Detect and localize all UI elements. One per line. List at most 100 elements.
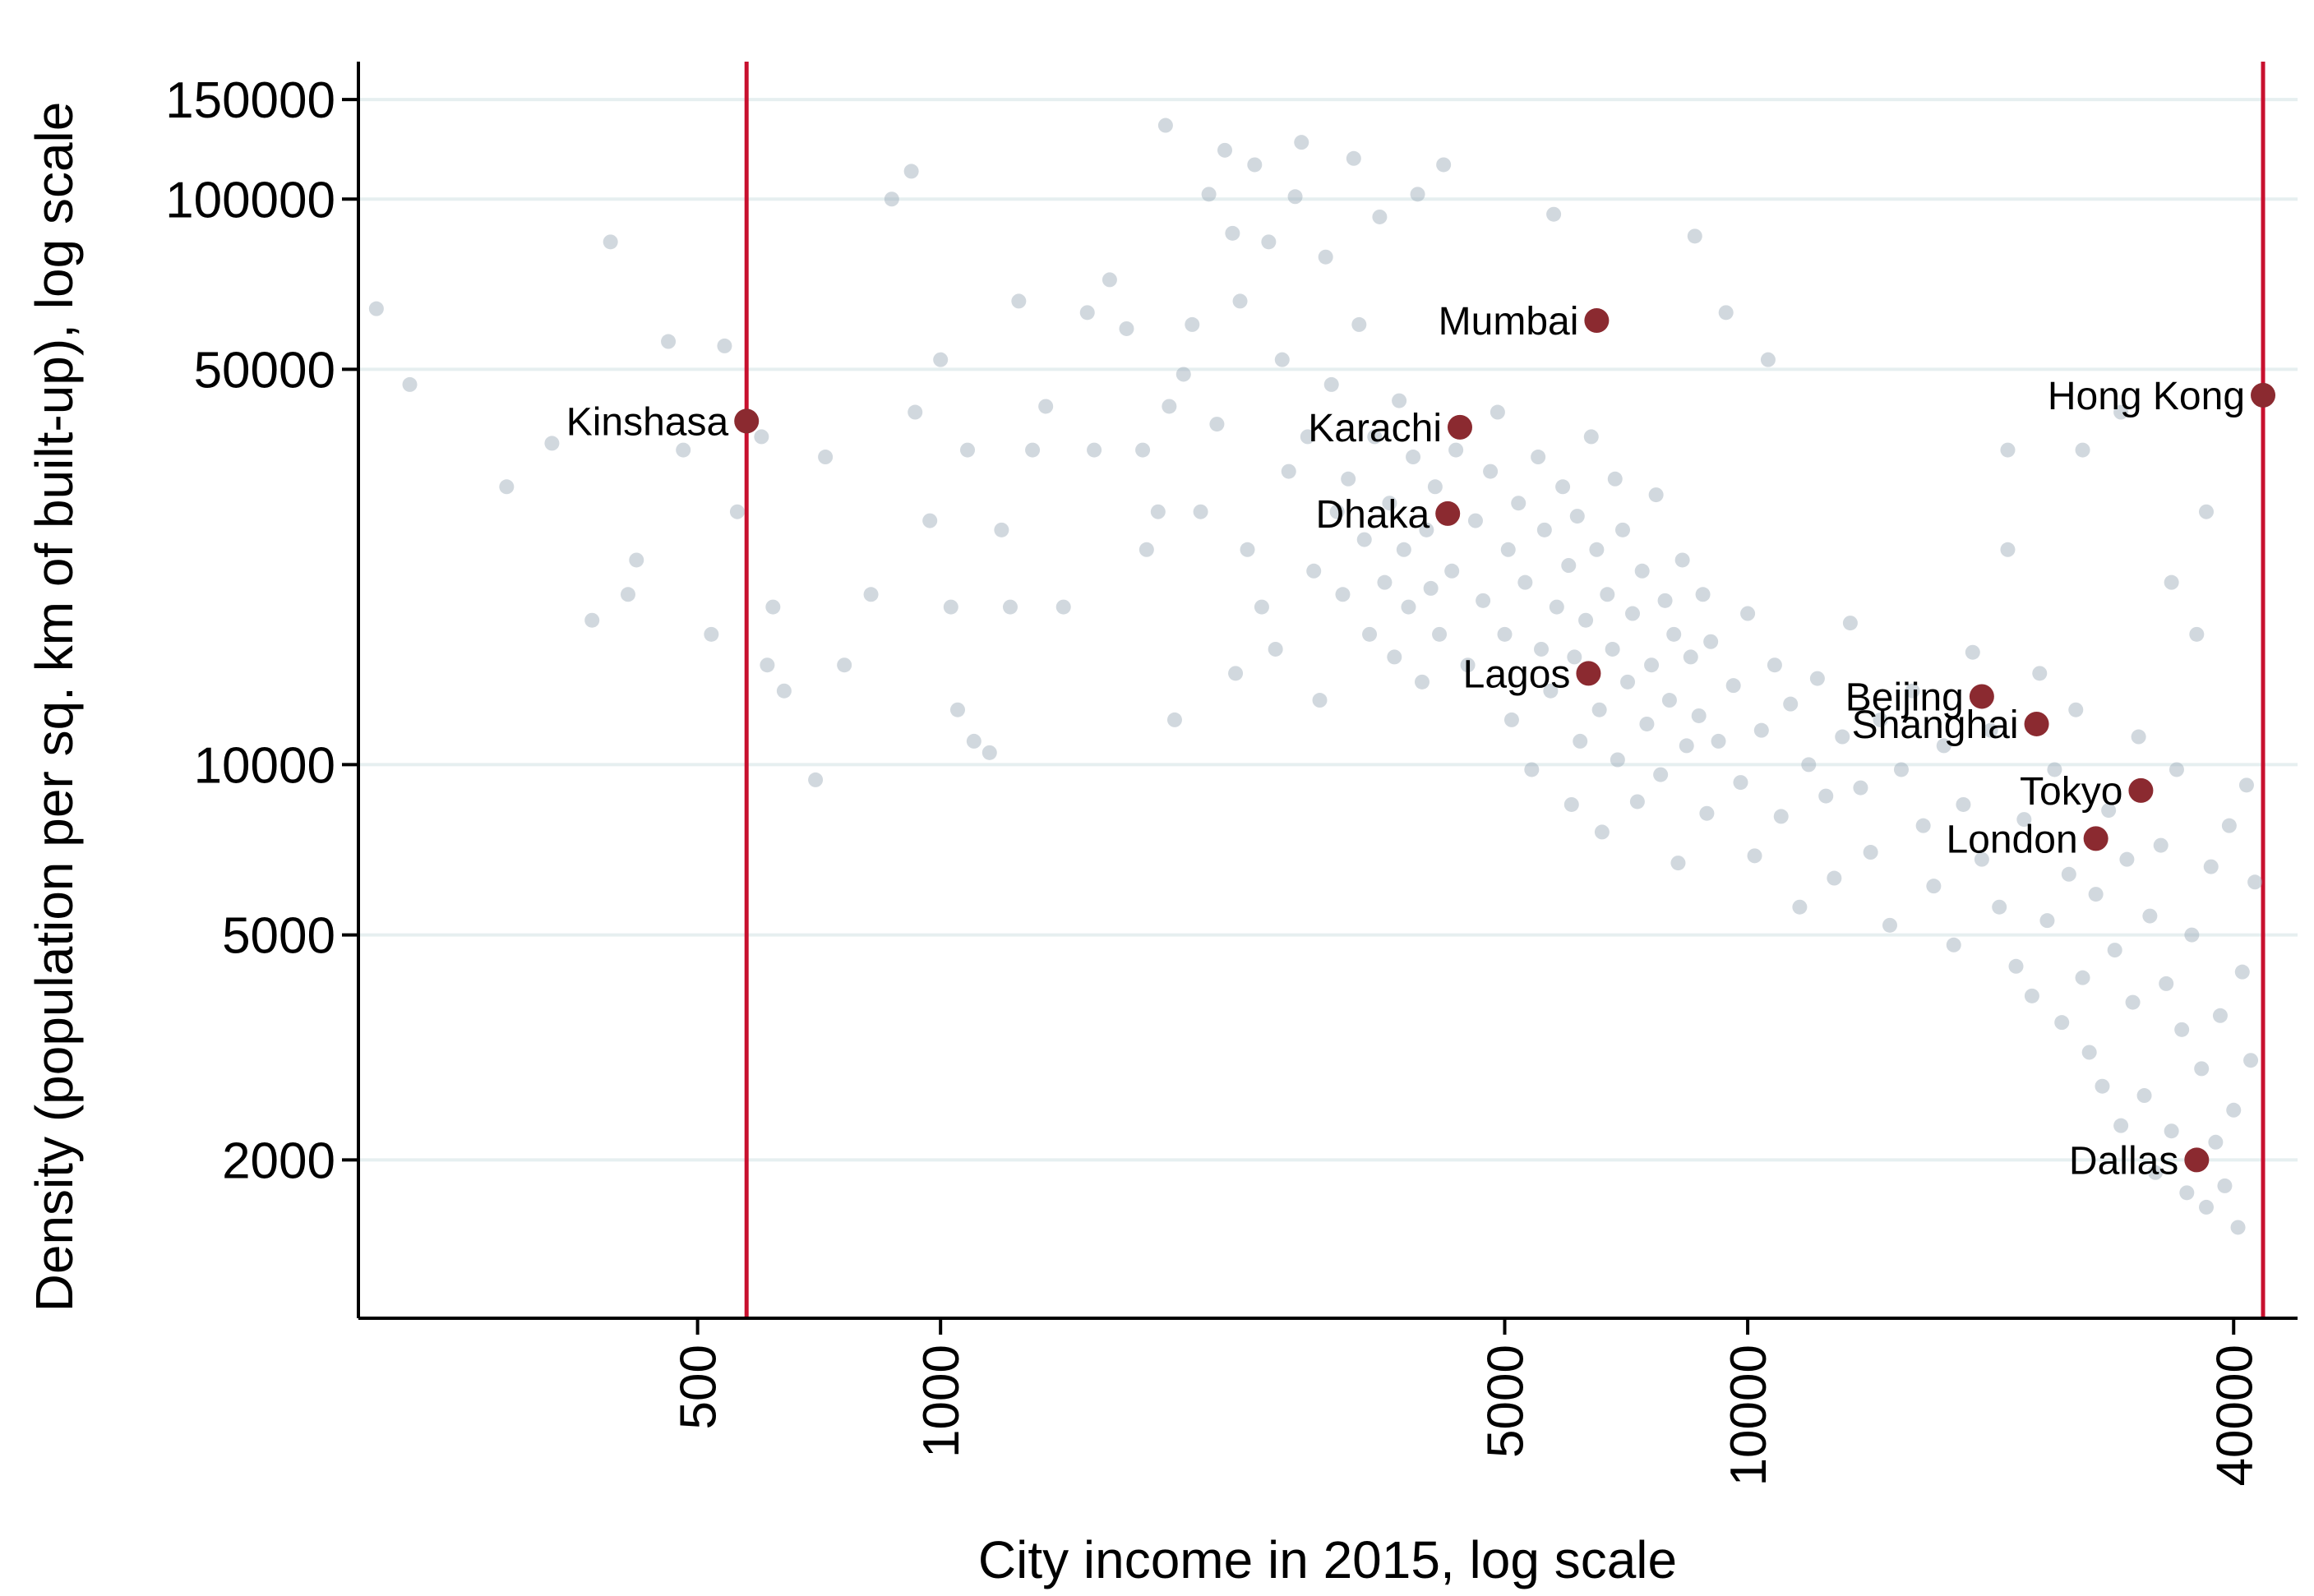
data-point	[1517, 574, 1533, 590]
y-axis-ticks: 2000 5000 10000 50000 100000 150000	[165, 72, 358, 1189]
city-label-dhaka: Dhaka	[1315, 493, 1430, 537]
data-point	[1573, 733, 1588, 749]
data-point	[760, 657, 775, 673]
data-point	[1419, 522, 1434, 537]
data-point	[1711, 733, 1726, 749]
data-point	[1139, 542, 1154, 557]
data-point	[1607, 471, 1623, 487]
data-point	[1079, 305, 1095, 321]
data-point	[1629, 794, 1645, 810]
x-axis-ticks: 500 1000 5000 10000 40000	[671, 1318, 2263, 1486]
data-point	[1427, 479, 1443, 495]
data-point	[2113, 1118, 2129, 1133]
data-point	[1329, 504, 1345, 519]
data-point	[943, 599, 958, 615]
data-point	[1410, 187, 1425, 202]
data-point	[661, 334, 677, 349]
city-point-kinshasa	[734, 408, 760, 434]
x-tick-label-1000: 1000	[913, 1345, 970, 1458]
data-point	[2008, 958, 2024, 974]
data-point	[1254, 599, 1269, 615]
data-point	[1335, 587, 1351, 602]
data-point	[1460, 657, 1476, 673]
data-point	[1679, 738, 1694, 754]
data-point	[2000, 542, 2016, 557]
city-label-mumbai: Mumbai	[1439, 300, 1579, 344]
data-point	[1055, 599, 1071, 615]
data-point	[1228, 666, 1244, 681]
data-point	[1740, 606, 1756, 621]
data-point	[1905, 683, 1920, 699]
data-point	[1853, 780, 1868, 796]
city-label-karachi: Karachi	[1308, 407, 1442, 450]
data-point	[1287, 189, 1303, 205]
data-point	[2016, 812, 2032, 828]
data-point	[1341, 471, 1356, 487]
data-point	[1351, 316, 1367, 332]
city-label-hong-kong: Hong Kong	[2048, 375, 2245, 418]
data-point	[1497, 626, 1513, 642]
city-point-london	[2083, 826, 2108, 851]
data-point	[1467, 513, 1483, 528]
data-point	[1670, 856, 1686, 871]
data-point	[1620, 674, 1636, 690]
data-point	[1119, 321, 1134, 336]
data-point	[1569, 509, 1585, 524]
data-point	[1002, 599, 1018, 615]
data-point	[1232, 293, 1248, 309]
data-point	[1261, 234, 1277, 250]
data-point	[2199, 504, 2215, 519]
data-point	[1760, 352, 1776, 367]
data-point	[1792, 899, 1808, 915]
data-point	[2169, 762, 2184, 777]
data-point	[1639, 716, 1655, 731]
data-point	[1025, 442, 1041, 458]
data-point	[1312, 693, 1328, 708]
data-point	[1605, 641, 1620, 657]
data-point	[818, 450, 834, 465]
y-tick-label-2000: 2000	[222, 1132, 335, 1189]
data-point	[1448, 442, 1464, 458]
data-point	[2054, 1015, 2070, 1031]
data-point	[949, 702, 965, 717]
data-point	[1490, 404, 1505, 420]
y-tick-label-5000: 5000	[222, 908, 335, 965]
data-point	[1201, 187, 1217, 202]
data-point	[1102, 272, 1117, 288]
data-point	[1691, 708, 1707, 723]
data-point	[1377, 574, 1393, 590]
data-point	[1555, 479, 1571, 495]
city-point-dhaka	[1435, 500, 1461, 526]
data-point	[2131, 729, 2146, 745]
data-point	[1809, 671, 1825, 686]
data-point	[1753, 722, 1769, 738]
y-tick-label-50000: 50000	[194, 342, 335, 399]
background-points	[368, 118, 2263, 1235]
data-point	[2095, 1078, 2110, 1094]
data-point	[2000, 442, 2016, 458]
data-point	[1653, 767, 1669, 782]
data-point	[2101, 803, 2117, 819]
data-point	[1300, 429, 1315, 445]
data-point	[1476, 593, 1491, 608]
data-point	[1773, 809, 1789, 824]
data-point	[2194, 1061, 2210, 1077]
data-point	[1946, 937, 1961, 953]
y-tick-label-10000: 10000	[194, 737, 335, 794]
y-tick-label-150000: 150000	[165, 72, 335, 129]
data-point	[1699, 805, 1715, 821]
data-point	[1610, 752, 1625, 768]
city-point-tokyo	[2128, 777, 2154, 803]
data-point	[2184, 927, 2200, 943]
data-point	[1543, 683, 1559, 699]
data-point	[1372, 209, 1388, 224]
data-point	[1356, 532, 1372, 547]
data-point	[1674, 552, 1690, 568]
data-point	[1546, 206, 1562, 222]
data-point	[1549, 599, 1564, 615]
data-point	[994, 522, 1009, 537]
data-point	[1503, 712, 1519, 727]
data-point	[754, 429, 769, 445]
grid-lines	[358, 98, 2298, 1162]
